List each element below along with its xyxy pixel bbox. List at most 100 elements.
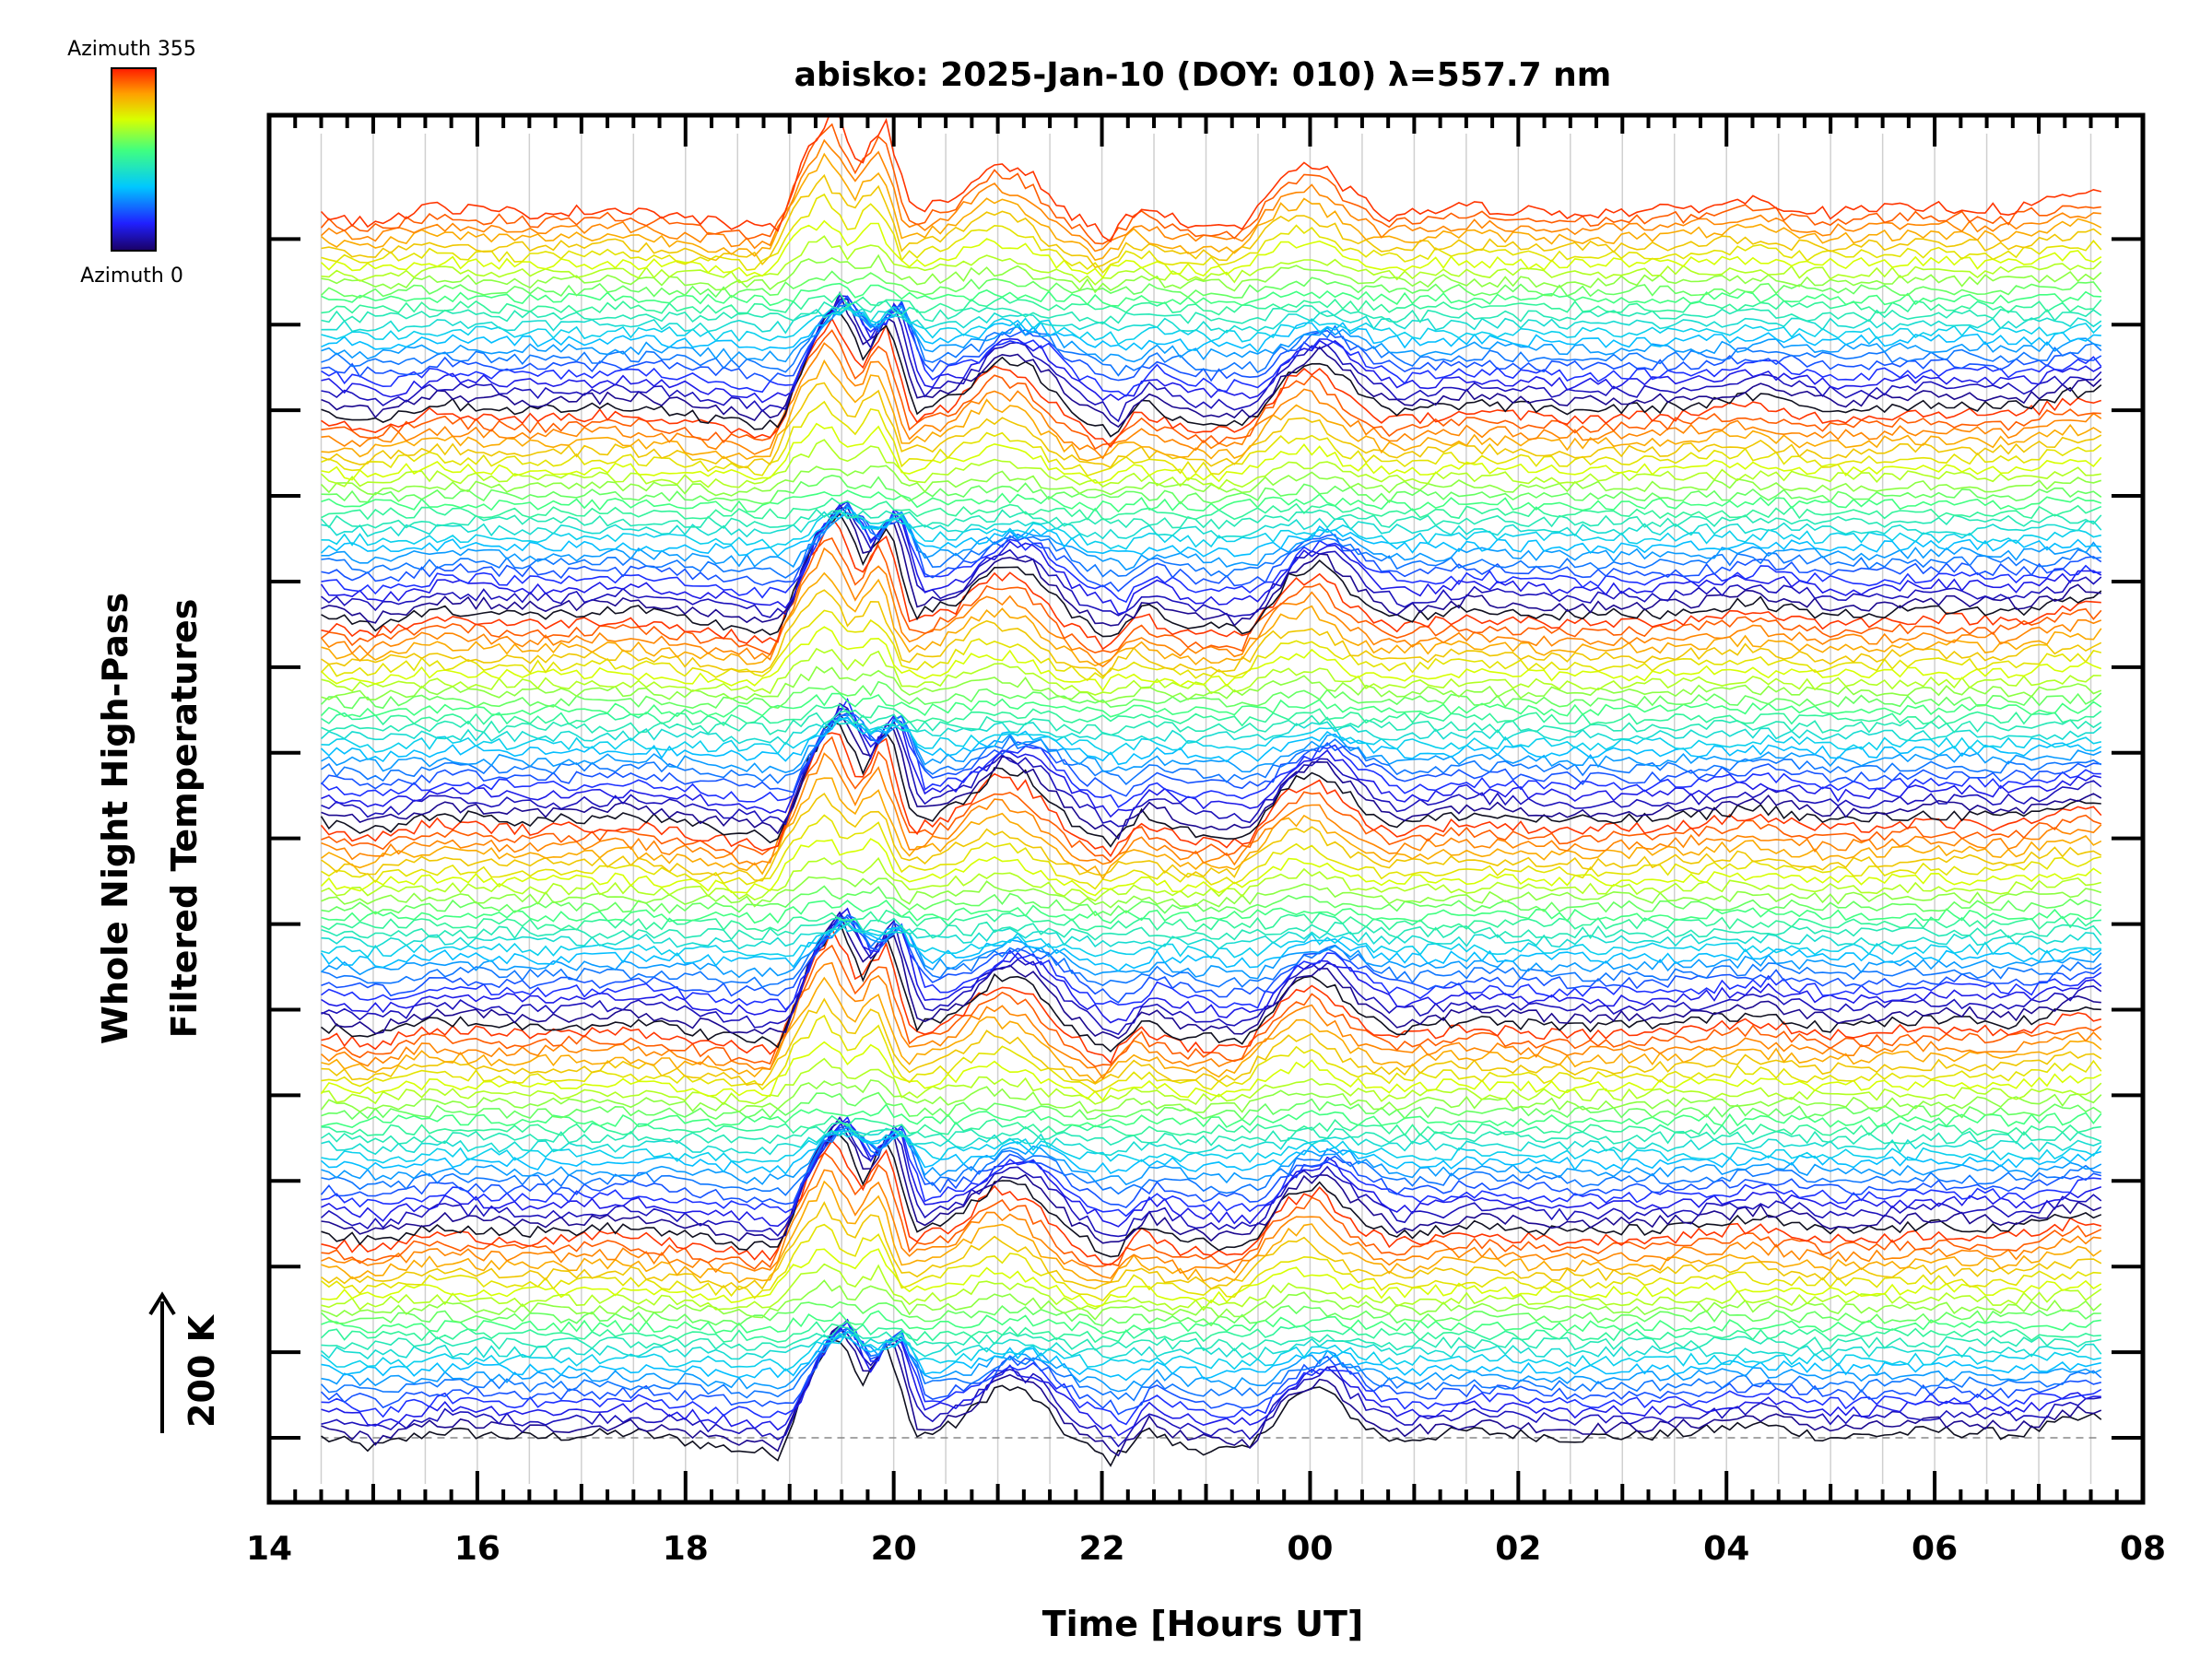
azimuth-curve xyxy=(321,500,2101,604)
azimuth-curve xyxy=(321,304,2102,377)
x-tick-label: 16 xyxy=(454,1530,500,1568)
azimuth-curve xyxy=(321,647,2101,696)
azimuth-curve xyxy=(321,317,2102,449)
azimuth-curve xyxy=(321,1263,2102,1312)
azimuth-curve xyxy=(320,219,2102,279)
azimuth-curve xyxy=(321,474,2102,505)
azimuth-curve xyxy=(321,1279,2102,1321)
azimuth-curve xyxy=(321,300,2102,325)
azimuth-curve xyxy=(321,295,2102,404)
x-tick-label: 00 xyxy=(1287,1530,1333,1568)
azimuth-curve xyxy=(320,1327,2102,1402)
azimuth-curve xyxy=(321,589,2102,677)
azimuth-curve xyxy=(320,626,2102,692)
azimuth-curve xyxy=(321,1331,2102,1393)
azimuth-curve xyxy=(321,913,2102,988)
x-axis-ticks xyxy=(267,115,2145,1502)
chart-title: abisko: 2025-Jan-10 (DOY: 010) λ=557.7 n… xyxy=(794,56,1612,94)
azimuth-curve xyxy=(321,1014,2102,1093)
azimuth-curve xyxy=(321,923,2102,950)
azimuth-curve xyxy=(321,665,2102,703)
azimuth-curve xyxy=(320,506,2101,558)
azimuth-curve xyxy=(321,716,2101,756)
azimuth-curve xyxy=(321,1335,2101,1382)
azimuth-curve xyxy=(320,547,2102,668)
azimuth-curve xyxy=(321,900,2102,924)
azimuth-curve xyxy=(320,712,2101,797)
azimuth-curve xyxy=(321,814,2101,890)
x-tick-labels: 14 16 18 20 22 00 02 04 06 08 xyxy=(246,1530,2166,1568)
azimuth-curve xyxy=(321,1134,2102,1258)
azimuth-curve xyxy=(321,1114,2101,1136)
azimuth-curve xyxy=(321,1057,2102,1106)
azimuth-curve xyxy=(321,976,2102,1084)
azimuth-curve xyxy=(320,1116,2102,1238)
azimuth-curve xyxy=(321,735,2102,864)
azimuth-curve xyxy=(321,382,2102,469)
azimuth-curve xyxy=(321,571,2102,667)
azimuth-curve xyxy=(320,717,2102,746)
azimuth-curve xyxy=(321,1120,2102,1244)
x-tick-label: 22 xyxy=(1079,1530,1125,1568)
azimuth-curve xyxy=(321,1318,2101,1437)
x-tick-label: 06 xyxy=(1912,1530,1958,1568)
azimuth-curve xyxy=(321,1338,2102,1467)
azimuth-curve xyxy=(320,508,2102,530)
azimuth-curve xyxy=(321,1327,2101,1448)
azimuth-curve xyxy=(320,1320,2101,1344)
y-axis-label-line1: Whole Night High-Pass xyxy=(95,593,135,1044)
azimuth-curve xyxy=(321,1124,2102,1186)
azimuth-curve xyxy=(321,506,2102,618)
azimuth-curve xyxy=(321,489,2102,513)
azimuth-curve xyxy=(321,752,2102,866)
azimuth-curve xyxy=(321,497,2102,521)
x-tick-label: 04 xyxy=(1703,1530,1749,1568)
azimuth-curve xyxy=(321,792,2102,882)
azimuth-curve xyxy=(321,1320,2102,1426)
azimuth-curve xyxy=(321,329,2101,451)
azimuth-curve xyxy=(321,885,2102,917)
azimuth-curve xyxy=(321,173,2102,269)
azimuth-curve xyxy=(321,511,2101,550)
x-tick-label: 18 xyxy=(663,1530,709,1568)
azimuth-curve xyxy=(321,1248,2102,1308)
x-tick-label: 14 xyxy=(246,1530,292,1568)
azimuth-curve xyxy=(321,997,2102,1087)
azimuth-curve xyxy=(320,1124,2102,1209)
azimuth-curve xyxy=(321,512,2102,638)
azimuth-curve xyxy=(320,922,2102,972)
azimuth-curve xyxy=(321,305,2102,346)
azimuth-curve xyxy=(321,308,2102,438)
azimuth-curve xyxy=(321,911,2102,1036)
azimuth-curve xyxy=(321,291,2102,316)
azimuth-curve xyxy=(321,713,2102,786)
azimuth-curve xyxy=(321,909,2101,933)
azimuth-curve xyxy=(321,916,2102,1004)
azimuth-curve xyxy=(321,876,2102,909)
azimuth-curve xyxy=(320,609,2102,682)
azimuth-curve xyxy=(320,115,2101,243)
azimuth-curve xyxy=(321,916,2102,941)
scale-arrowhead-icon xyxy=(148,1291,176,1316)
azimuth-curve xyxy=(321,295,2102,397)
x-tick-label: 20 xyxy=(871,1530,917,1568)
azimuth-curve xyxy=(320,465,2102,497)
azimuth-curve xyxy=(321,707,2101,818)
azimuth-curve xyxy=(320,1327,2101,1416)
azimuth-curve xyxy=(320,680,2102,710)
azimuth-curve xyxy=(321,907,2102,1024)
azimuth-curve xyxy=(320,1130,2102,1175)
azimuth-curve xyxy=(321,1120,2102,1228)
azimuth-curve xyxy=(321,926,2102,1065)
azimuth-curve xyxy=(321,359,2102,462)
azimuth-curve xyxy=(320,1079,2102,1114)
azimuth-curve xyxy=(320,717,2102,766)
azimuth-curve xyxy=(320,697,2101,808)
azimuth-curve xyxy=(320,1300,2101,1327)
x-tick-label: 02 xyxy=(1495,1530,1541,1568)
y-axis-label-line2: Filtered Temperatures xyxy=(164,599,205,1039)
azimuth-curve xyxy=(320,439,2101,490)
azimuth-curve xyxy=(321,1310,2101,1335)
azimuth-curve xyxy=(321,503,2102,593)
